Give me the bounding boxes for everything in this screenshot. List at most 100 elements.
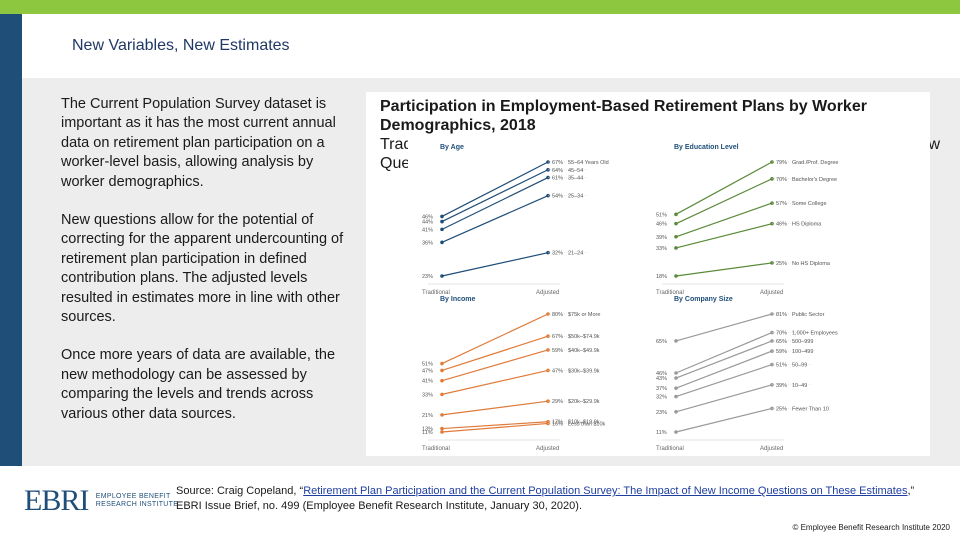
source-prefix: Source: Craig Copeland, “ xyxy=(176,485,304,497)
data-point xyxy=(674,394,678,399)
right-data-label: 17% xyxy=(552,420,563,426)
series-line xyxy=(675,350,773,389)
right-data-label: 59% xyxy=(552,348,563,354)
logo-text: EBRI xyxy=(24,484,89,517)
left-data-label: 11% xyxy=(422,430,433,436)
series-name-label: $20k–$29.9k xyxy=(568,399,600,405)
top-accent-bar xyxy=(0,0,960,14)
right-data-label: 79% xyxy=(776,160,787,166)
participation-charts: By Age Traditional Adjusted 46% 67% 55–64 Yea… xyxy=(408,136,930,456)
series-line xyxy=(441,422,549,433)
left-data-label: 46% xyxy=(422,214,433,220)
series-name-label: HS Diploma xyxy=(792,222,822,228)
series-name-label: $30k–$39.9k xyxy=(568,368,600,374)
series-line xyxy=(441,335,549,372)
logo-subtext: EMPLOYEE BENEFIT RESEARCH INSTITUTE xyxy=(96,493,178,509)
paragraph-2: New questions allow for the potential of… xyxy=(61,212,344,326)
right-data-label: 67% xyxy=(552,160,563,166)
right-data-label: 80% xyxy=(552,312,563,318)
data-point xyxy=(440,426,444,431)
data-point xyxy=(674,339,678,343)
left-data-label: 33% xyxy=(656,246,667,252)
logo-sub-line-1: EMPLOYEE BENEFIT xyxy=(95,493,171,500)
data-point xyxy=(674,274,678,278)
x-tick-label: Adjusted xyxy=(760,446,783,452)
data-point xyxy=(674,371,678,375)
series-name-label: 25–34 xyxy=(568,194,583,200)
right-data-label: 46% xyxy=(776,222,787,228)
series-line xyxy=(675,384,773,413)
left-data-label: 44% xyxy=(422,220,433,226)
series-name-label: 35–44 xyxy=(568,176,583,182)
chart-sub-line-1: Tradi xyxy=(380,136,416,153)
series-name-label: 1,000+ Employees xyxy=(792,331,838,337)
data-point xyxy=(440,413,444,417)
series-line xyxy=(675,407,773,433)
data-point xyxy=(674,246,678,250)
data-point xyxy=(440,430,444,434)
source-suffix: ,” EBRI Issue Brief, no. 499 (Employee B… xyxy=(176,485,915,512)
x-tick-label: Traditional xyxy=(422,290,450,296)
right-data-label: 81% xyxy=(776,312,787,318)
series-line xyxy=(675,178,773,225)
data-point xyxy=(440,361,444,366)
left-data-label: 43% xyxy=(656,376,667,382)
series-name-label: 55–64 Years Old xyxy=(568,160,609,166)
copyright: © Employee Benefit Research Institute 20… xyxy=(792,523,950,532)
series-line xyxy=(675,161,773,215)
series-name-label: 50–99 xyxy=(792,363,807,369)
series-name-label: $10k–$19.9k xyxy=(568,420,600,426)
right-data-label: 65% xyxy=(776,339,787,345)
left-data-label: 36% xyxy=(422,240,433,246)
series-line xyxy=(675,202,773,238)
data-point xyxy=(440,214,444,219)
right-data-label: 51% xyxy=(776,363,787,369)
right-data-label: 25% xyxy=(776,261,787,267)
right-data-label: 61% xyxy=(552,176,563,182)
panel-title: By Company Size xyxy=(674,296,733,303)
panel-title: By Age xyxy=(440,144,464,151)
panel-title: By Income xyxy=(440,296,476,303)
x-tick-label: Adjusted xyxy=(536,446,559,452)
series-name-label: 100–499 xyxy=(792,349,813,355)
series-name-label: 45–54 xyxy=(568,168,583,174)
source-citation: Source: Craig Copeland, “Retirement Plan… xyxy=(176,484,916,514)
x-tick-label: Traditional xyxy=(422,446,450,452)
x-tick-label: Traditional xyxy=(656,446,684,452)
series-name-label: $75k or More xyxy=(568,312,600,318)
data-point xyxy=(440,219,444,224)
series-line xyxy=(675,364,773,398)
left-data-label: 46% xyxy=(656,371,667,377)
left-data-label: 47% xyxy=(422,368,433,374)
left-data-label: 46% xyxy=(656,222,667,228)
x-tick-label: Adjusted xyxy=(760,290,783,296)
left-data-label: 23% xyxy=(422,274,433,280)
data-point xyxy=(440,392,444,397)
right-data-label: 29% xyxy=(552,399,563,405)
data-point xyxy=(674,386,678,390)
left-data-label: 32% xyxy=(656,395,667,401)
series-name-label: $40k–$49.9k xyxy=(568,348,600,354)
right-data-label: 25% xyxy=(776,406,787,412)
source-link[interactable]: Retirement Plan Participation and the Cu… xyxy=(303,485,908,497)
right-data-label: 47% xyxy=(552,368,563,374)
data-point xyxy=(674,212,678,217)
right-data-label: 54% xyxy=(552,194,563,200)
left-data-label: 41% xyxy=(422,379,433,385)
series-name-label: Grad./Prof. Degree xyxy=(792,160,838,166)
left-data-label: 18% xyxy=(656,274,667,280)
data-point xyxy=(674,409,678,414)
left-data-label: 51% xyxy=(422,362,433,368)
left-data-label: 11% xyxy=(656,430,667,436)
left-data-label: 65% xyxy=(656,339,667,345)
slide-title: New Variables, New Estimates xyxy=(72,37,290,54)
chart-background xyxy=(408,136,930,456)
series-line xyxy=(441,195,549,243)
panel-title: By Education Level xyxy=(674,144,739,151)
right-data-label: 39% xyxy=(776,383,787,389)
right-data-label: 59% xyxy=(776,349,787,355)
logo-sub-line-2: RESEARCH INSTITUTE xyxy=(95,501,179,508)
chart-heading: Participation in Employment-Based Retire… xyxy=(380,98,867,134)
series-line xyxy=(441,369,549,395)
data-point xyxy=(440,274,444,278)
